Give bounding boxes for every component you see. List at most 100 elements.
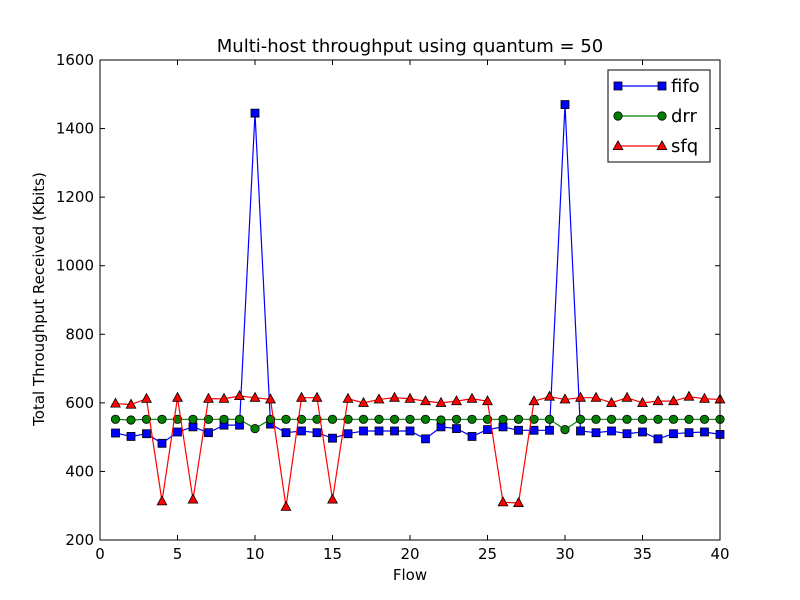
fifo-point bbox=[607, 426, 616, 436]
drr-point bbox=[622, 414, 632, 424]
fifo-point bbox=[467, 432, 477, 441]
fifo-point bbox=[545, 425, 554, 435]
drr-point bbox=[126, 415, 136, 425]
sfq-point bbox=[606, 396, 617, 407]
y-axis-label: Total Throughput Received (Kbits) bbox=[30, 172, 48, 427]
sfq-point bbox=[156, 495, 168, 506]
legend-marker bbox=[657, 111, 667, 121]
sfq-point bbox=[187, 493, 199, 504]
fifo-point bbox=[514, 425, 523, 435]
sfq-point bbox=[668, 395, 679, 406]
fifo-point bbox=[591, 428, 601, 438]
drr-point bbox=[653, 414, 663, 424]
drr-point bbox=[327, 414, 338, 424]
drr-point bbox=[544, 414, 555, 424]
fifo-point bbox=[483, 425, 492, 435]
sfq-point bbox=[652, 395, 664, 406]
sfq-point bbox=[420, 395, 431, 406]
y-tick-label: 1200 bbox=[56, 188, 94, 206]
legend-marker bbox=[656, 139, 668, 151]
legend-label: drr bbox=[671, 106, 698, 127]
x-axis-label: Flow bbox=[393, 566, 427, 584]
series-fifo bbox=[111, 100, 725, 448]
fifo-point bbox=[529, 425, 539, 435]
fifo-point bbox=[576, 426, 585, 436]
sfq-point bbox=[311, 391, 323, 402]
sfq-point bbox=[203, 392, 214, 403]
drr-point bbox=[250, 423, 260, 434]
legend-marker bbox=[613, 81, 623, 91]
drr-point bbox=[405, 414, 415, 424]
fifo-point bbox=[560, 100, 570, 109]
drr-point bbox=[296, 414, 307, 424]
fifo-point bbox=[653, 434, 663, 444]
sfq-point bbox=[404, 392, 416, 403]
fifo-point bbox=[374, 426, 384, 436]
sfq-point bbox=[559, 393, 571, 404]
fifo-point bbox=[173, 427, 182, 437]
drr-point bbox=[374, 414, 384, 424]
fifo-point bbox=[421, 434, 430, 444]
drr-point bbox=[188, 414, 198, 424]
fifo-point bbox=[126, 432, 136, 441]
x-tick-label: 35 bbox=[633, 545, 652, 563]
sfq-point bbox=[466, 392, 478, 403]
drr-point bbox=[513, 414, 524, 424]
fifo-point bbox=[142, 429, 151, 439]
sfq-point bbox=[234, 389, 245, 401]
sfq-point bbox=[389, 391, 400, 402]
legend-label: fifo bbox=[671, 76, 700, 97]
fifo-point bbox=[250, 108, 260, 118]
fifo-point bbox=[622, 429, 632, 439]
legend-marker bbox=[613, 111, 623, 121]
fifo-point bbox=[343, 429, 353, 439]
sfq-point bbox=[358, 396, 369, 407]
x-tick-label: 30 bbox=[555, 545, 574, 563]
drr-point bbox=[358, 414, 369, 424]
sfq-point bbox=[249, 391, 261, 402]
sfq-point bbox=[575, 391, 586, 402]
sfq-point bbox=[451, 395, 462, 406]
drr-point bbox=[389, 414, 400, 424]
legend-entry-sfq: sfq bbox=[612, 136, 698, 157]
fifo-point bbox=[312, 428, 322, 438]
fifo-point bbox=[684, 428, 694, 438]
sfq-point bbox=[637, 396, 648, 407]
y-tick-label: 1400 bbox=[56, 120, 94, 138]
sfq-point bbox=[280, 500, 292, 511]
y-tick-label: 200 bbox=[65, 531, 94, 549]
y-tick-label: 1000 bbox=[56, 257, 94, 275]
sfq-point bbox=[683, 390, 695, 401]
sfq-point bbox=[265, 393, 276, 404]
chart-title: Multi-host throughput using quantum = 50 bbox=[217, 36, 603, 57]
drr-point bbox=[172, 414, 183, 424]
series-sfq bbox=[110, 389, 726, 511]
sfq-point bbox=[218, 392, 230, 403]
drr-point bbox=[436, 415, 446, 425]
fifo-point bbox=[452, 424, 461, 433]
fifo-point bbox=[638, 427, 647, 437]
drr-line bbox=[115, 418, 720, 431]
fifo-point bbox=[700, 427, 709, 437]
sfq-point bbox=[110, 397, 121, 408]
fifo-point bbox=[405, 426, 415, 436]
axes: 0 5 10 15 20 25 30 35 40 200 400 600 800 1000 1200 1400… bbox=[56, 51, 730, 563]
x-tick-label: 15 bbox=[323, 545, 342, 563]
sfq-point bbox=[327, 493, 338, 504]
series-drr bbox=[110, 414, 725, 435]
y-tick-label: 1600 bbox=[56, 51, 94, 69]
drr-point bbox=[141, 414, 152, 424]
sfq-point bbox=[172, 391, 183, 402]
legend-label: sfq bbox=[671, 136, 698, 157]
y-tick-label: 400 bbox=[65, 462, 94, 480]
fifo-point bbox=[498, 422, 508, 432]
x-tick-label: 25 bbox=[478, 545, 497, 563]
x-tick-label: 10 bbox=[245, 545, 264, 563]
legend: fifo drr sfq bbox=[607, 69, 711, 163]
sfq-point bbox=[590, 391, 602, 402]
legend-entry-fifo: fifo bbox=[613, 76, 700, 97]
legend-entry-drr: drr bbox=[613, 106, 698, 127]
drr-point bbox=[420, 414, 431, 424]
sfq-point bbox=[482, 395, 493, 406]
drr-point bbox=[498, 414, 508, 424]
